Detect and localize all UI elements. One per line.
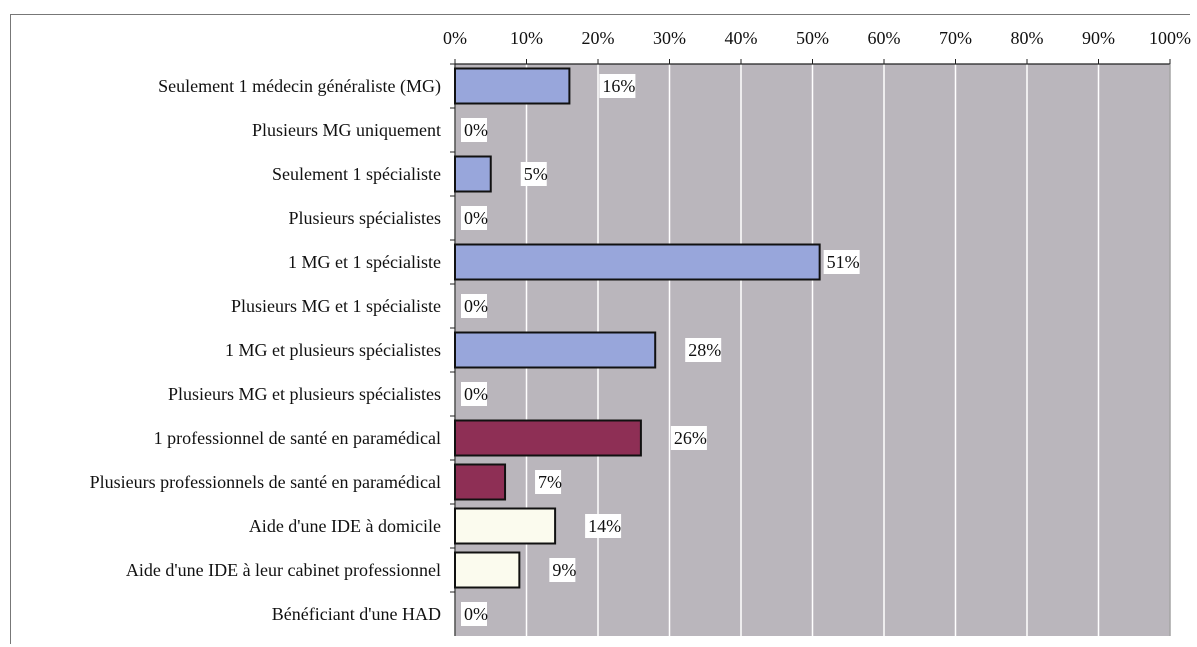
x-tick-label: 10% [510, 28, 543, 48]
x-tick-label: 70% [939, 28, 972, 48]
bar [454, 331, 657, 369]
chart-frame [10, 14, 1190, 644]
x-tick-label: 80% [1011, 28, 1044, 48]
category-label: Plusieurs spécialistes [289, 208, 441, 228]
data-label-box [461, 602, 487, 626]
data-label: 51% [827, 252, 860, 272]
bar [454, 551, 521, 589]
bar [454, 155, 492, 193]
x-tick-label: 50% [796, 28, 829, 48]
bar [454, 243, 821, 281]
category-label: Bénéficiant d'une HAD [272, 604, 441, 624]
data-label-box [461, 294, 487, 318]
x-tick-label: 40% [725, 28, 758, 48]
category-label: 1 professionnel de santé en paramédical [154, 428, 441, 448]
data-label: 0% [464, 120, 488, 140]
data-label: 16% [602, 76, 635, 96]
data-label-box [461, 118, 487, 142]
data-label-box [585, 514, 622, 538]
data-label: 28% [688, 340, 721, 360]
data-label: 0% [464, 208, 488, 228]
data-label: 7% [538, 472, 562, 492]
data-label: 26% [674, 428, 707, 448]
data-label: 9% [552, 560, 576, 580]
category-label: Plusieurs MG et plusieurs spécialistes [168, 384, 441, 404]
x-tick-label: 20% [582, 28, 615, 48]
category-label: 1 MG et plusieurs spécialistes [225, 340, 441, 360]
bar [454, 419, 642, 457]
x-tick-label: 60% [868, 28, 901, 48]
data-label-box [461, 382, 487, 406]
bar [454, 507, 557, 545]
data-label: 0% [464, 384, 488, 404]
data-label-box [535, 470, 562, 494]
bar [454, 67, 571, 105]
data-label: 5% [524, 164, 548, 184]
data-label-box [670, 426, 707, 450]
data-label-box [461, 206, 487, 230]
data-label: 14% [588, 516, 621, 536]
data-label-box [823, 250, 860, 274]
category-label: Seulement 1 médecin généraliste (MG) [158, 76, 441, 97]
x-tick-label: 100% [1149, 28, 1191, 48]
category-label: Plusieurs MG et 1 spécialiste [231, 296, 441, 316]
category-label: Aide d'une IDE à domicile [249, 516, 441, 536]
data-label-box [685, 338, 722, 362]
data-label-box [549, 558, 576, 582]
x-tick-label: 90% [1082, 28, 1115, 48]
x-tick-label: 30% [653, 28, 686, 48]
x-tick-label: 0% [443, 28, 467, 48]
category-label: 1 MG et 1 spécialiste [288, 252, 441, 272]
data-label-box [520, 162, 547, 186]
category-label: Seulement 1 spécialiste [272, 164, 441, 184]
category-label: Aide d'une IDE à leur cabinet profession… [126, 560, 441, 580]
category-label: Plusieurs professionnels de santé en par… [90, 472, 441, 492]
bar [454, 463, 507, 501]
data-label: 0% [464, 296, 488, 316]
data-label-box [599, 74, 636, 98]
category-label: Plusieurs MG uniquement [252, 120, 441, 140]
data-label: 0% [464, 604, 488, 624]
